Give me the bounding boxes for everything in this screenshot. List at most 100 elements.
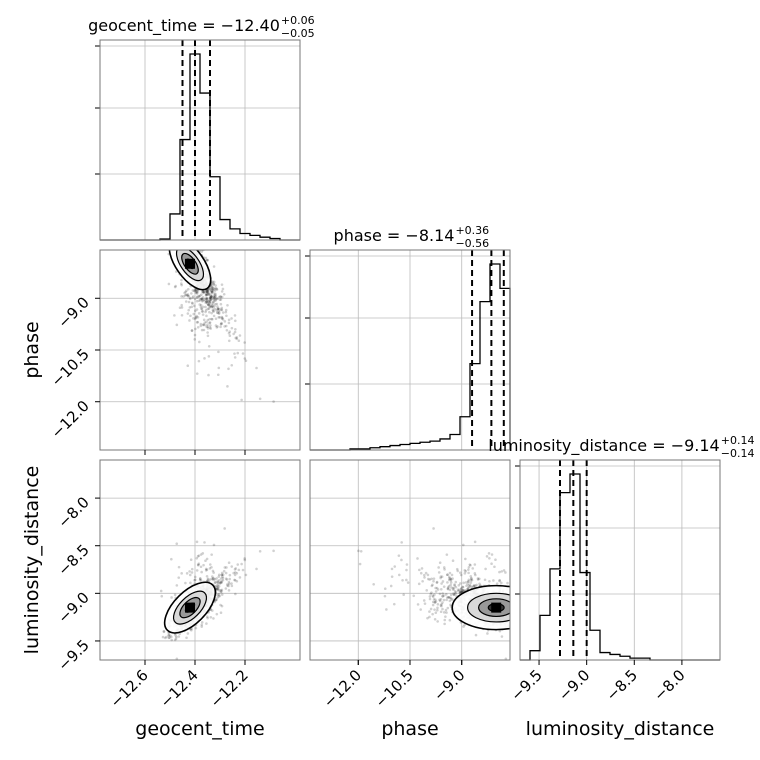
- sample-point: [210, 290, 214, 294]
- sample-point: [199, 579, 203, 582]
- sample-point: [185, 289, 188, 293]
- sample-point: [213, 292, 216, 295]
- sample-point: [390, 567, 394, 571]
- sample-point: [527, 608, 530, 611]
- histogram-geocent_time: [95, 40, 300, 241]
- sample-point: [467, 568, 470, 571]
- sample-point: [484, 567, 487, 571]
- sample-point: [210, 553, 213, 556]
- sample-point: [188, 240, 191, 243]
- sample-point: [205, 298, 209, 302]
- sample-point: [542, 620, 545, 623]
- sample-point: [436, 606, 439, 610]
- sample-point: [180, 295, 183, 298]
- sample-point: [180, 240, 183, 243]
- x-tick-label: −8.5: [603, 666, 641, 704]
- sample-point: [445, 596, 449, 599]
- sample-point: [524, 616, 527, 619]
- sample-point: [191, 247, 194, 250]
- sample-point: [185, 245, 188, 248]
- sample-point: [528, 566, 531, 569]
- sample-point: [220, 593, 224, 596]
- sample-point: [209, 296, 212, 299]
- sample-point: [522, 608, 525, 611]
- sample-point: [211, 302, 214, 305]
- sample-point: [205, 575, 209, 578]
- sample-point: [244, 359, 248, 363]
- sample-point: [173, 638, 177, 642]
- sample-point: [462, 581, 465, 585]
- sample-point: [210, 311, 213, 315]
- sample-point: [526, 621, 529, 624]
- sample-point: [212, 310, 215, 313]
- sample-point: [205, 293, 209, 296]
- sample-point: [464, 569, 468, 573]
- sample-point: [195, 308, 199, 311]
- sample-point: [406, 581, 410, 584]
- sample-point: [198, 303, 202, 306]
- sample-point: [230, 326, 234, 330]
- sample-point: [483, 578, 487, 582]
- sample-point: [220, 317, 224, 320]
- sample-point: [428, 595, 432, 598]
- sample-point: [474, 584, 477, 587]
- sample-point: [220, 581, 223, 584]
- sample-point: [218, 594, 222, 598]
- sample-point: [559, 636, 562, 639]
- sample-point: [474, 633, 478, 637]
- sample-point: [212, 617, 215, 620]
- sample-point: [190, 628, 193, 632]
- sample-point: [463, 572, 467, 575]
- sample-point: [527, 599, 530, 602]
- sample-point: [219, 580, 223, 584]
- sample-point: [446, 606, 450, 610]
- sample-point: [468, 585, 471, 588]
- sample-point: [190, 243, 193, 246]
- sample-point: [195, 296, 199, 299]
- sample-point: [453, 583, 456, 586]
- sample-point: [405, 578, 408, 582]
- sample-point: [513, 618, 516, 621]
- sample-point: [534, 634, 537, 637]
- sample-point: [213, 304, 216, 308]
- sample-point: [188, 244, 191, 247]
- sample-point: [272, 549, 275, 553]
- sample-point: [189, 314, 192, 318]
- y-tick-label: −9.5: [54, 636, 92, 674]
- sample-point: [161, 635, 165, 639]
- sample-point: [170, 230, 173, 233]
- sample-point: [212, 295, 216, 298]
- sample-point: [210, 290, 214, 294]
- sample-point: [167, 634, 170, 637]
- sample-point: [390, 575, 394, 578]
- sample-point: [522, 611, 525, 614]
- sample-point: [527, 637, 530, 640]
- sample-point: [182, 243, 185, 246]
- sample-point: [220, 306, 224, 310]
- sample-point: [208, 298, 211, 302]
- sample-point: [490, 562, 493, 566]
- sample-point: [202, 323, 205, 326]
- sample-point: [515, 599, 518, 602]
- sample-point: [211, 290, 214, 294]
- sample-point: [434, 600, 438, 603]
- sample-point: [205, 292, 208, 295]
- sample-point: [439, 610, 443, 614]
- sample-point: [179, 229, 182, 232]
- sample-point: [513, 615, 516, 618]
- sample-point: [187, 300, 191, 304]
- sample-point: [422, 573, 426, 577]
- sample-point: [176, 218, 179, 221]
- sample-point: [449, 581, 453, 584]
- sample-point: [441, 594, 444, 598]
- sample-point: [174, 634, 177, 637]
- sample-point: [212, 314, 216, 318]
- sample-point: [431, 612, 434, 616]
- sample-point: [236, 351, 240, 355]
- sample-point: [207, 344, 211, 348]
- sample-point: [201, 313, 205, 316]
- sample-point: [180, 237, 183, 240]
- sample-point: [458, 571, 462, 574]
- sample-point: [227, 584, 230, 588]
- sample-point: [385, 608, 388, 611]
